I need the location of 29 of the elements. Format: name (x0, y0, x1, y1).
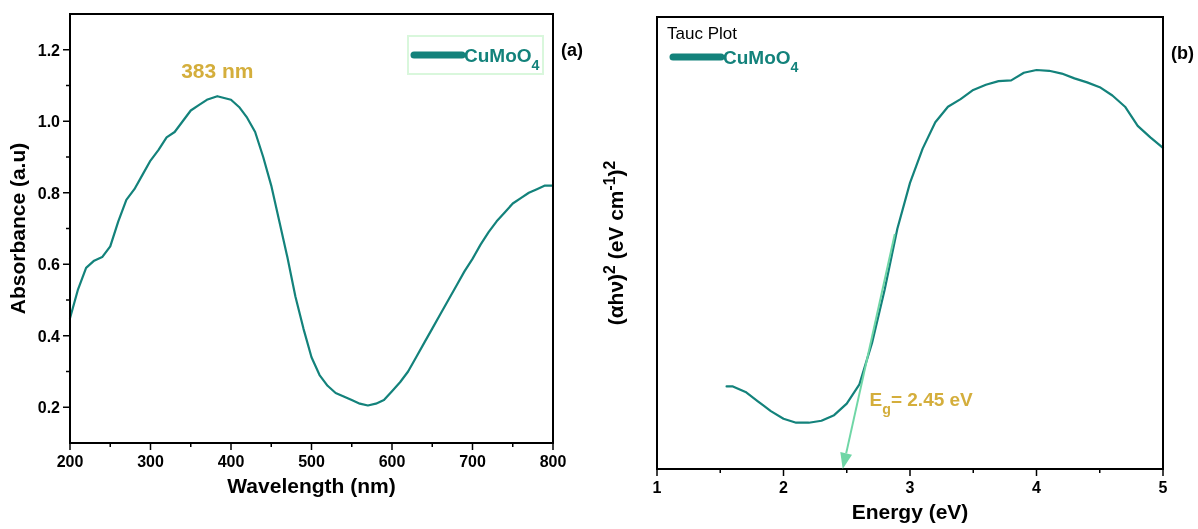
x-tick-label: 700 (459, 453, 486, 470)
x-tick-label: 400 (217, 453, 245, 470)
y-tick-label: 1.2 (37, 41, 61, 59)
legend-label: CuMoO$_{4}$ (464, 45, 540, 73)
legend-title: Tauc Plot (667, 24, 738, 43)
line-series (68, 95, 555, 407)
x-tick-label: 800 (539, 453, 567, 470)
x-tick-label: 200 (56, 453, 84, 470)
annotation: 383 nm (181, 59, 254, 83)
x-tick-label: 2 (779, 479, 789, 496)
y-tick-label: 0.8 (37, 184, 61, 202)
legend-label: CuMoO$_{4}$ (723, 47, 799, 75)
x-tick-label: 5 (1158, 479, 1168, 496)
text: (a) (561, 40, 583, 60)
x-tick-label: 3 (905, 479, 915, 496)
text: (b) (1171, 43, 1194, 63)
x-tick-label: 500 (298, 453, 325, 470)
annotation: E$_{g}$= 2.45 eV (869, 388, 974, 417)
x-tick-label: 4 (1032, 479, 1042, 496)
y-axis-title: Absorbance (a.u) (6, 142, 29, 315)
x-tick-label: 1 (652, 479, 662, 496)
y-tick-label: 0.6 (37, 256, 61, 274)
x-tick-label: 600 (378, 453, 406, 470)
y-tick-label: 0.2 (37, 399, 61, 417)
y-tick-label: 1.0 (37, 113, 61, 131)
x-axis-title: Energy (eV) (851, 500, 969, 523)
x-axis-title: Wavelength (nm) (227, 474, 396, 497)
y-tick-label: 0.4 (37, 327, 61, 345)
x-tick-label: 300 (137, 453, 164, 470)
